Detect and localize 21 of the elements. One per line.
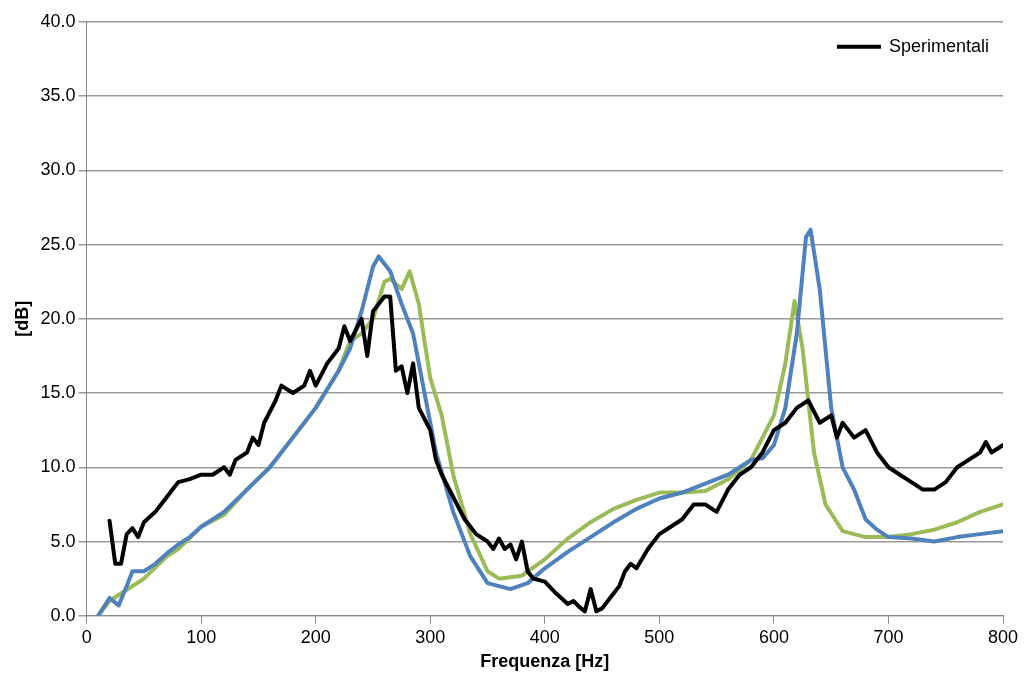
y-tick-label: 20.0 (40, 307, 76, 328)
x-tick-label: 100 (186, 626, 217, 647)
y-tick-label: 40.0 (40, 10, 76, 31)
x-tick-label: 300 (415, 626, 446, 647)
y-tick-label: 10.0 (40, 456, 76, 477)
x-tick-label: 200 (300, 626, 331, 647)
y-tick-label: 35.0 (40, 85, 76, 106)
y-tick-label: 30.0 (40, 159, 76, 180)
x-tick-label: 400 (529, 626, 560, 647)
x-tick-label: 800 (987, 626, 1019, 647)
y-tick-label: 0.0 (50, 604, 76, 625)
x-tick-label: 0 (81, 626, 92, 647)
y-tick-label: 15.0 (40, 382, 76, 403)
x-tick-label: 600 (758, 626, 789, 647)
x-tick-label: 500 (644, 626, 675, 647)
x-tick-label: 700 (873, 626, 904, 647)
x-axis-title: Frequenza [Hz] (480, 651, 610, 672)
legend-label: Sperimentali (888, 35, 989, 56)
y-tick-label: 5.0 (50, 530, 76, 551)
y-axis-title: [dB] (11, 300, 32, 337)
y-tick-label: 25.0 (40, 233, 76, 254)
